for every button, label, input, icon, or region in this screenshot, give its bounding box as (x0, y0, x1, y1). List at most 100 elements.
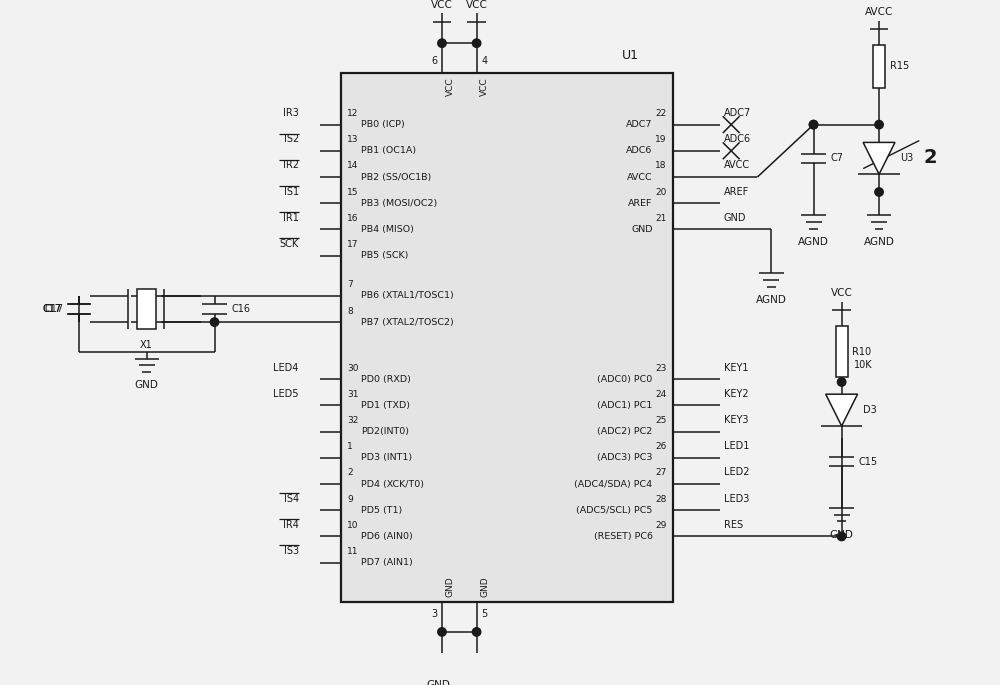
Text: D3: D3 (863, 405, 877, 415)
Text: 14: 14 (347, 162, 359, 171)
Circle shape (809, 121, 818, 129)
Text: AGND: AGND (798, 237, 829, 247)
Text: IR2: IR2 (283, 160, 299, 171)
Text: PB2 (SS/OC1B): PB2 (SS/OC1B) (361, 173, 432, 182)
Text: PB6 (XTAL1/TOSC1): PB6 (XTAL1/TOSC1) (361, 291, 454, 301)
Text: PD5 (T1): PD5 (T1) (361, 506, 403, 514)
Text: AVCC: AVCC (865, 7, 893, 17)
Circle shape (472, 39, 481, 47)
Bar (873, 45, 885, 88)
Text: ADC7: ADC7 (626, 120, 653, 129)
Text: PB4 (MISO): PB4 (MISO) (361, 225, 414, 234)
Text: 8: 8 (347, 307, 353, 316)
Text: C16: C16 (231, 304, 250, 314)
Text: 19: 19 (655, 135, 667, 145)
Text: PD3 (INT1): PD3 (INT1) (361, 453, 413, 462)
Text: GND: GND (446, 577, 455, 597)
Text: PB0 (ICP): PB0 (ICP) (361, 120, 405, 129)
Text: KEY2: KEY2 (724, 389, 748, 399)
Text: GND: GND (724, 213, 746, 223)
Text: PD2(INT0): PD2(INT0) (361, 427, 409, 436)
Text: PB1 (OC1A): PB1 (OC1A) (361, 147, 417, 155)
Text: AGND: AGND (864, 237, 894, 247)
Text: 32: 32 (347, 416, 359, 425)
Text: GND: GND (631, 225, 653, 234)
Text: C17: C17 (45, 304, 64, 314)
Text: RES: RES (724, 520, 743, 530)
Text: 25: 25 (655, 416, 667, 425)
Text: PB7 (XTAL2/TOSC2): PB7 (XTAL2/TOSC2) (361, 318, 454, 327)
Circle shape (875, 121, 883, 129)
Text: C15: C15 (858, 457, 878, 466)
Circle shape (210, 318, 219, 326)
Circle shape (438, 627, 446, 636)
Text: VCC: VCC (831, 288, 853, 298)
Text: C7: C7 (830, 153, 843, 163)
Bar (341, 73, 673, 602)
Text: GND: GND (830, 530, 854, 540)
Text: 11: 11 (347, 547, 359, 556)
Text: 22: 22 (655, 109, 667, 118)
Text: (ADC1) PC1: (ADC1) PC1 (597, 401, 653, 410)
Text: C17: C17 (43, 304, 62, 314)
Text: U1: U1 (622, 49, 639, 62)
Text: R15: R15 (890, 61, 909, 71)
Text: SCK: SCK (280, 239, 299, 249)
Bar (137, 289, 156, 329)
Text: KEY3: KEY3 (724, 415, 748, 425)
Text: 9: 9 (347, 495, 353, 503)
Text: IS2: IS2 (284, 134, 299, 145)
Circle shape (837, 532, 846, 540)
Text: LED5: LED5 (273, 389, 299, 399)
Text: VCC: VCC (480, 78, 489, 97)
Text: GND: GND (135, 380, 159, 390)
Circle shape (809, 121, 818, 129)
Text: 1: 1 (347, 443, 353, 451)
Text: AGND: AGND (756, 295, 787, 305)
Text: 29: 29 (655, 521, 667, 530)
Polygon shape (863, 142, 895, 174)
Text: IS3: IS3 (284, 546, 299, 556)
Text: IR4: IR4 (283, 520, 299, 530)
Text: AREF: AREF (724, 187, 749, 197)
Text: 15: 15 (347, 188, 359, 197)
Text: 16: 16 (347, 214, 359, 223)
Text: AVCC: AVCC (627, 173, 653, 182)
Text: 23: 23 (655, 364, 667, 373)
Text: 12: 12 (347, 109, 359, 118)
Circle shape (472, 627, 481, 636)
Text: 20: 20 (655, 188, 667, 197)
Text: (ADC4/SDA) PC4: (ADC4/SDA) PC4 (574, 479, 653, 488)
Text: U3: U3 (901, 153, 914, 163)
Text: 7: 7 (347, 280, 353, 289)
Bar (836, 326, 848, 377)
Text: AVCC: AVCC (724, 160, 750, 171)
Text: IR1: IR1 (283, 213, 299, 223)
Text: PB3 (MOSI/OC2): PB3 (MOSI/OC2) (361, 199, 438, 208)
Text: 21: 21 (655, 214, 667, 223)
Text: 26: 26 (655, 443, 667, 451)
Text: 3: 3 (431, 610, 437, 619)
Text: 28: 28 (655, 495, 667, 503)
Text: C17: C17 (43, 304, 62, 314)
Text: 2: 2 (347, 469, 353, 477)
Text: KEY1: KEY1 (724, 362, 748, 373)
Text: 31: 31 (347, 390, 359, 399)
Text: (ADC2) PC2: (ADC2) PC2 (597, 427, 653, 436)
Text: PD7 (AIN1): PD7 (AIN1) (361, 558, 413, 567)
Text: ADC7: ADC7 (724, 108, 751, 118)
Text: LED2: LED2 (724, 467, 749, 477)
Text: GND: GND (480, 577, 489, 597)
Text: 27: 27 (655, 469, 667, 477)
Text: IS1: IS1 (284, 187, 299, 197)
Text: PD6 (AIN0): PD6 (AIN0) (361, 532, 413, 541)
Text: (ADC0) PC0: (ADC0) PC0 (597, 375, 653, 384)
Text: (ADC3) PC3: (ADC3) PC3 (597, 453, 653, 462)
Text: 17: 17 (347, 240, 359, 249)
Text: VCC: VCC (446, 78, 455, 97)
Text: LED3: LED3 (724, 494, 749, 503)
Text: IS4: IS4 (284, 494, 299, 503)
Polygon shape (826, 394, 858, 426)
Text: LED1: LED1 (724, 441, 749, 451)
Text: PD1 (TXD): PD1 (TXD) (361, 401, 410, 410)
